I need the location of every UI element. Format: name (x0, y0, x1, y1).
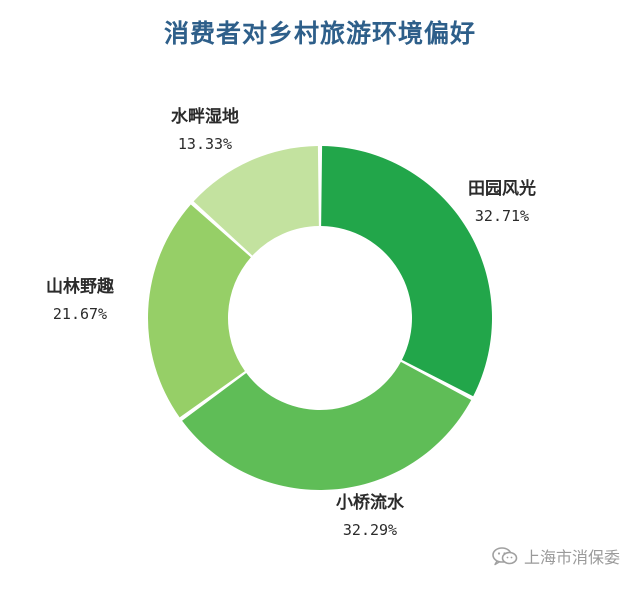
watermark: 上海市消保委 (492, 544, 620, 568)
wechat-icon (492, 547, 518, 566)
chart-title: 消费者对乡村旅游环境偏好 (163, 19, 476, 48)
slice-1 (321, 146, 492, 397)
slice-label-1: 田园风光 (468, 178, 536, 199)
slice-value-4: 13.33% (178, 135, 232, 153)
slice-labels: 田园风光 32.71% 小桥流水 32.29% 山林野趣 21.67% 水畔湿地 13.33% (46, 106, 536, 539)
slice-3 (147, 204, 251, 418)
slice-label-4: 水畔湿地 (171, 106, 239, 127)
slice-label-2: 小桥流水 (336, 492, 405, 513)
slice-2 (182, 361, 472, 490)
slice-value-3: 21.67% (53, 305, 107, 323)
donut-slices (147, 146, 492, 490)
slice-label-3: 山林野趣 (46, 276, 115, 297)
slice-value-2: 32.29% (343, 521, 397, 539)
slice-value-1: 32.71% (475, 207, 529, 225)
watermark-text: 上海市消保委 (523, 548, 620, 567)
slice-4 (193, 146, 319, 256)
